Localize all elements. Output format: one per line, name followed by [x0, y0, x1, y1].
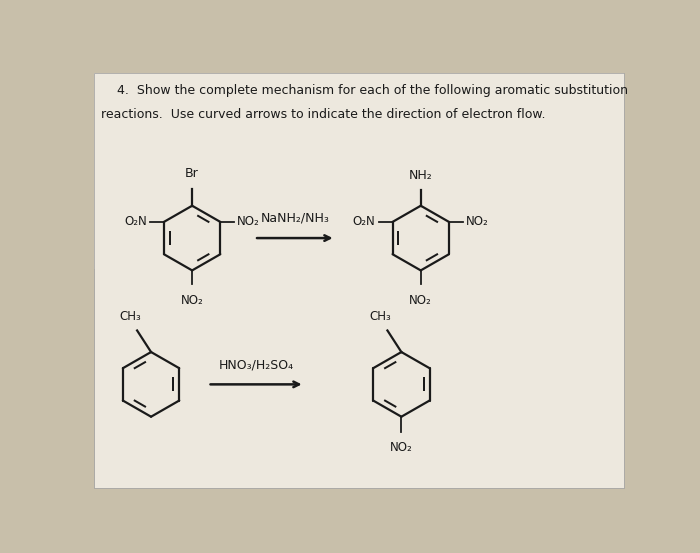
Text: CH₃: CH₃: [119, 310, 141, 323]
Text: NO₂: NO₂: [181, 294, 204, 306]
Text: NO₂: NO₂: [466, 216, 489, 228]
FancyBboxPatch shape: [94, 72, 624, 488]
Text: HNO₃/H₂SO₄: HNO₃/H₂SO₄: [218, 358, 293, 371]
Text: reactions.  Use curved arrows to indicate the direction of electron flow.: reactions. Use curved arrows to indicate…: [102, 108, 546, 121]
Text: NO₂: NO₂: [237, 216, 260, 228]
Text: CH₃: CH₃: [370, 310, 391, 323]
Text: 4.  Show the complete mechanism for each of the following aromatic substitution: 4. Show the complete mechanism for each …: [117, 84, 628, 97]
Text: NO₂: NO₂: [390, 441, 413, 455]
Text: Br: Br: [186, 168, 199, 180]
Text: NaNH₂/NH₃: NaNH₂/NH₃: [260, 212, 329, 225]
Text: O₂N: O₂N: [124, 216, 147, 228]
Text: O₂N: O₂N: [353, 216, 375, 228]
Text: NO₂: NO₂: [410, 294, 432, 306]
FancyBboxPatch shape: [94, 72, 624, 269]
Text: NH₂: NH₂: [409, 169, 433, 182]
